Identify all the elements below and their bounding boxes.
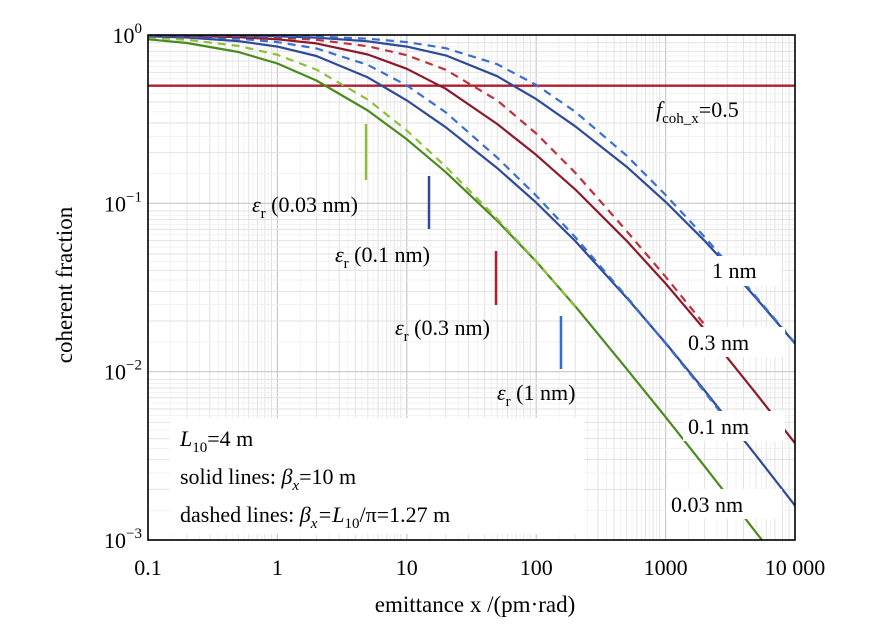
x-tick-label: 0.1 bbox=[134, 555, 162, 580]
y-tick-label: 10−1 bbox=[104, 189, 142, 216]
plot-frame bbox=[147, 34, 796, 541]
series-0.3nm-dashed bbox=[148, 35, 729, 355]
end-label-0.1nm: 0.1 nm bbox=[688, 414, 749, 439]
legend-line-l10: L10=4 m bbox=[179, 426, 253, 456]
eps-label-0.03nm: εr (0.03 nm) bbox=[252, 124, 368, 222]
y-tick-label: 10−3 bbox=[104, 526, 142, 553]
x-axis-label: emittance x /(pm·rad) bbox=[375, 592, 576, 617]
end-label-0.03nm: 0.03 nm bbox=[671, 492, 743, 517]
series-1nm-dashed bbox=[148, 35, 795, 344]
end-label-1nm: 1 nm bbox=[712, 258, 757, 283]
x-tick-label: 10 000 bbox=[765, 555, 826, 580]
y-tick-label: 100 bbox=[113, 21, 143, 48]
legend-text: L10=4 m solid lines: βx=10 m dashed line… bbox=[170, 418, 584, 534]
eps-label-0.3nm: εr (0.3 nm) bbox=[395, 251, 498, 345]
svg-text:εr (0.3 nm): εr (0.3 nm) bbox=[395, 315, 490, 345]
x-tick-label: 1 bbox=[272, 555, 283, 580]
end-label-0.3nm: 0.3 nm bbox=[688, 330, 749, 355]
y-axis-label: coherent fraction bbox=[52, 206, 77, 363]
series-0.03nm-solid bbox=[148, 38, 764, 540]
series-0.1nm-dashed bbox=[148, 35, 729, 422]
series-1nm-solid bbox=[148, 35, 795, 345]
tick-labels: 0.1 1 10 100 1000 10 000 100 10−1 10−2 10−3 bbox=[104, 21, 825, 580]
eps-label-0.1nm: εr (0.1 nm) bbox=[335, 176, 431, 272]
end-labels: 1 nm 0.3 nm 0.1 nm 0.03 nm bbox=[666, 256, 785, 519]
eps-label-1nm: εr (1 nm) bbox=[497, 316, 575, 410]
x-tick-label: 10 bbox=[396, 555, 418, 580]
y-tick-label: 10−2 bbox=[104, 358, 142, 385]
svg-text:εr (0.1 nm): εr (0.1 nm) bbox=[335, 242, 430, 272]
legend-line-dashed: dashed lines: βx=L10/π=1.27 m bbox=[180, 502, 450, 532]
series-0.03nm-dashed bbox=[148, 36, 577, 308]
svg-text:εr (0.03 nm): εr (0.03 nm) bbox=[252, 192, 358, 222]
legend-line-solid: solid lines: βx=10 m bbox=[180, 464, 356, 494]
svg-text:εr (1 nm): εr (1 nm) bbox=[497, 380, 575, 410]
x-tick-label: 100 bbox=[520, 555, 553, 580]
x-tick-label: 1000 bbox=[644, 555, 688, 580]
fcoh-annotation: fcoh_x=0.5 bbox=[656, 97, 739, 127]
